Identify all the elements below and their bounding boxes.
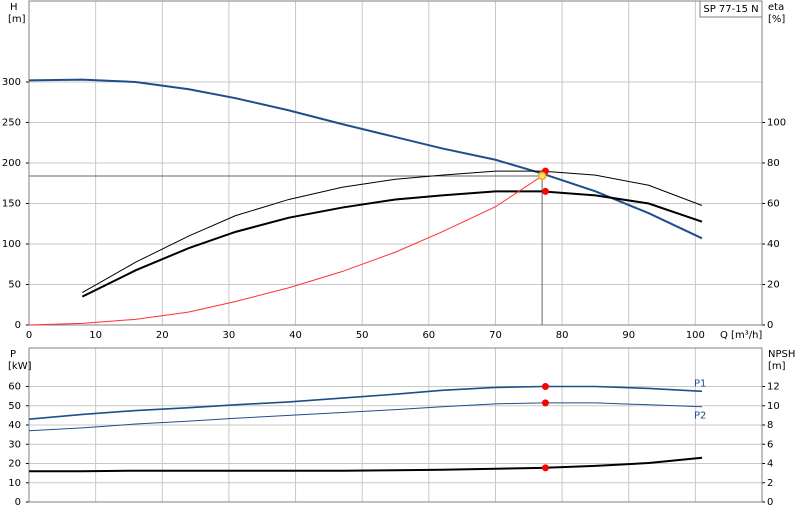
y2-axis-label: NPSH (768, 349, 795, 360)
operating-point (541, 187, 549, 195)
duty-point (537, 171, 547, 181)
y-tick-label: 20 (8, 459, 21, 470)
curve (28, 385, 703, 421)
x-axis-label: Q [m³/h] (720, 330, 762, 341)
x-tick-label: 30 (223, 330, 236, 341)
y2-tick-label: 0 (767, 497, 773, 508)
y2-tick-label: 4 (767, 459, 773, 470)
x-tick-label: 20 (156, 330, 169, 341)
y-tick-label: 200 (2, 158, 21, 169)
y-tick-label: 100 (2, 239, 21, 250)
y2-axis-unit: [%] (768, 14, 785, 25)
curve-label: P1 (694, 378, 706, 389)
chart-title: SP 77-15 N (703, 4, 758, 15)
operating-point (541, 464, 549, 472)
x-tick-label: 100 (686, 330, 705, 341)
y2-tick-label: 80 (767, 158, 780, 169)
y-tick-label: 300 (2, 77, 21, 88)
y-tick-label: 30 (8, 439, 21, 450)
y2-tick-label: 8 (767, 420, 773, 431)
x-tick-label: 50 (356, 330, 369, 341)
x-tick-label: 60 (422, 330, 435, 341)
operating-point (541, 383, 549, 390)
curve-label: P2 (694, 411, 706, 422)
y-axis-label: H (10, 2, 18, 13)
x-tick-label: 40 (289, 330, 302, 341)
y-axis-unit: [m] (8, 14, 26, 25)
y2-axis-label: eta (768, 2, 784, 13)
y-tick-label: 0 (15, 320, 21, 331)
x-tick-label: 80 (556, 330, 569, 341)
y-axis-label: P (10, 349, 16, 360)
curve (28, 78, 703, 240)
y2-tick-label: 60 (767, 199, 780, 210)
y-tick-label: 60 (8, 382, 21, 393)
y2-tick-label: 6 (767, 439, 773, 450)
curve (29, 456, 703, 473)
y-tick-label: 40 (8, 420, 21, 431)
y2-axis-unit: [m] (768, 361, 786, 372)
plot-frame (28, 347, 763, 503)
x-tick-label: 90 (622, 330, 635, 341)
curve (81, 190, 703, 298)
x-tick-label: 10 (89, 330, 102, 341)
y2-tick-label: 40 (767, 239, 780, 250)
x-tick-label: 70 (489, 330, 502, 341)
curve (28, 175, 543, 326)
x-tick-label: 0 (26, 330, 32, 341)
y-axis-unit: [kW] (8, 361, 32, 372)
y-tick-label: 150 (2, 199, 21, 210)
y2-tick-label: 100 (767, 118, 786, 129)
curve (82, 170, 703, 294)
y-tick-label: 50 (8, 280, 21, 291)
y2-tick-label: 2 (767, 478, 773, 489)
plot-frame (28, 0, 763, 326)
operating-point (541, 399, 549, 407)
y-tick-label: 0 (15, 497, 21, 508)
y2-tick-label: 12 (767, 382, 780, 393)
y-tick-label: 250 (2, 118, 21, 129)
y-tick-label: 10 (8, 478, 21, 489)
y-tick-label: 50 (8, 401, 21, 412)
curve (28, 402, 703, 432)
y2-tick-label: 0 (767, 320, 773, 331)
y2-tick-label: 20 (767, 280, 780, 291)
title-box (699, 0, 763, 18)
y2-tick-label: 10 (767, 401, 780, 412)
